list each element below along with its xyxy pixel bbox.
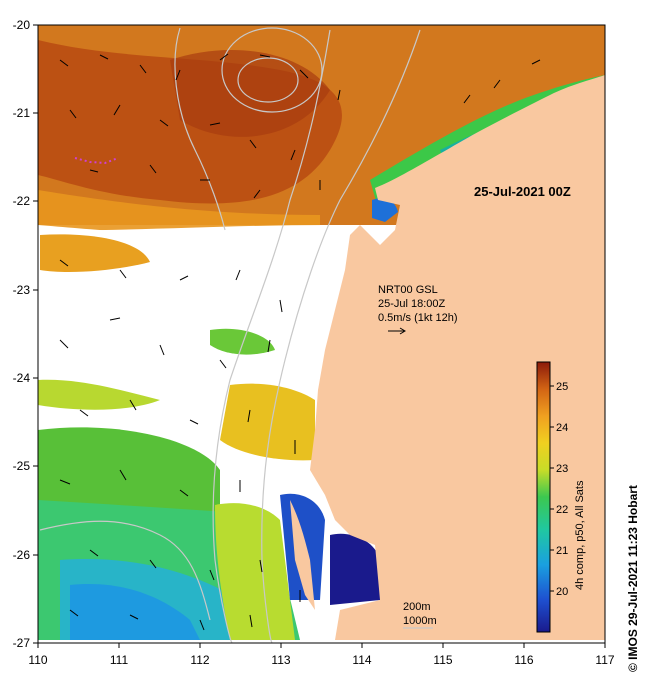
map-frame [37, 24, 606, 644]
y-axis [33, 24, 38, 644]
y-tick-label: -27 [13, 636, 31, 650]
x-tick-label: 110 [28, 653, 47, 667]
x-tick-label: 114 [352, 653, 371, 667]
x-tick-label: 117 [595, 653, 614, 667]
x-tick-label: 111 [110, 653, 129, 667]
x-tick-label: 112 [190, 653, 209, 667]
bathymetry-contours [39, 27, 421, 643]
colorbar-tick-label: 23 [556, 463, 568, 475]
colorbar-label: 4h comp, p50, All Sats [574, 480, 586, 590]
y-tick-label: -24 [13, 371, 31, 385]
y-tick-label: -23 [13, 283, 31, 297]
colorbar-tick-label: 25 [556, 381, 568, 393]
colorbar-tick-label: 22 [556, 504, 568, 516]
land-mainland [310, 75, 605, 640]
current-scale-arrow [388, 327, 406, 335]
current-vectors [59, 53, 541, 631]
x-tick-label: 116 [514, 653, 533, 667]
x-axis [37, 643, 606, 648]
date-label: 25-Jul-2021 00Z [474, 184, 571, 199]
y-tick-label: -21 [13, 106, 31, 120]
colorbar-tick-label: 21 [556, 545, 568, 557]
colorbar [536, 361, 551, 633]
credit-text: © IMOS 29-Jul-2021 11:23 Hobart [626, 485, 640, 672]
colorbar-tick-label: 20 [556, 586, 568, 598]
depth-legend-200: 200m [403, 601, 431, 613]
y-tick-label: -26 [13, 548, 31, 562]
colorbar-tick-label: 24 [556, 422, 568, 434]
colorbar-ticks [550, 385, 554, 592]
x-tick-label: 113 [271, 653, 290, 667]
depth-legend-1000: 1000m [403, 615, 437, 627]
x-tick-label: 115 [433, 653, 452, 667]
y-tick-label: -20 [13, 18, 31, 32]
current-legend-line3: 0.5m/s (1kt 12h) [378, 312, 457, 324]
y-tick-label: -25 [13, 459, 31, 473]
current-legend-line2: 25-Jul 18:00Z [378, 298, 446, 310]
y-tick-label: -22 [13, 194, 31, 208]
map-panel [38, 25, 605, 643]
current-legend-line1: NRT00 GSL [378, 284, 438, 296]
